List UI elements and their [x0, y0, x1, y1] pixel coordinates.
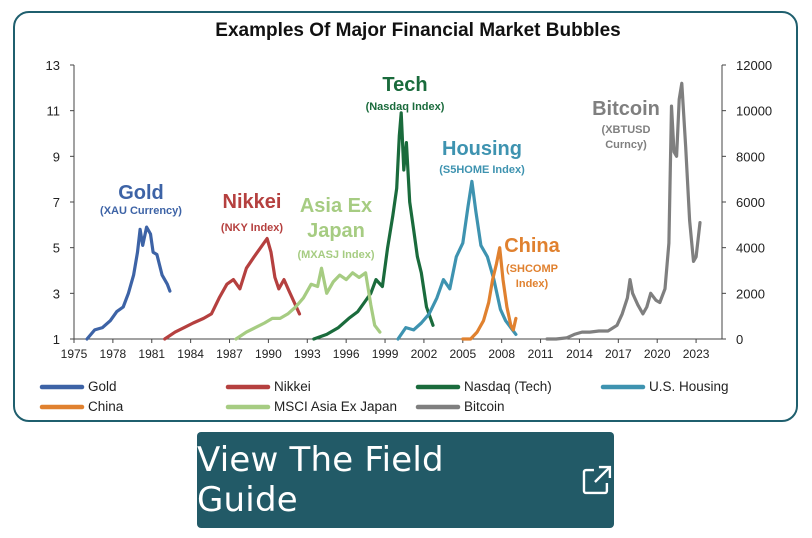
y-left-tick-label: 13 — [46, 58, 60, 73]
x-tick-label: 1990 — [255, 347, 282, 361]
series-sublabel: (Nasdaq Index) — [366, 101, 445, 113]
series-line-gold — [85, 225, 172, 341]
cta-label: View The Field Guide — [197, 440, 444, 520]
series-line-u-s-housing — [396, 179, 518, 341]
x-tick-label: 2008 — [488, 347, 515, 361]
x-tick-label: 2005 — [449, 347, 476, 361]
legend-label: China — [88, 399, 124, 414]
y-left-tick-label: 5 — [53, 241, 60, 256]
legend-label: Bitcoin — [464, 399, 505, 414]
x-tick-label: 2002 — [411, 347, 438, 361]
x-tick-label: 1996 — [333, 347, 360, 361]
series-sublabel: Curncy) — [605, 139, 647, 151]
x-tick-label: 2023 — [683, 347, 710, 361]
y-left-tick-label: 7 — [53, 195, 60, 210]
series-line-china — [461, 246, 518, 341]
series-sublabel: (XAU Currency) — [100, 205, 182, 217]
y-right-tick-label: 12000 — [736, 58, 772, 73]
x-tick-label: 1999 — [372, 347, 399, 361]
series-label: Nikkei — [223, 191, 282, 213]
y-left-tick-label: 9 — [53, 149, 60, 164]
legend-label: Gold — [88, 379, 117, 394]
series-sublabel: (S5HOME Index) — [439, 164, 525, 176]
series-line-msci-asia-ex-japan — [234, 266, 382, 341]
chart-card — [13, 11, 798, 422]
y-left-tick-label: 3 — [53, 286, 60, 301]
series-label: Gold — [118, 182, 164, 204]
series-sublabel: (SHCOMP — [506, 263, 558, 275]
x-tick-label: 2020 — [644, 347, 671, 361]
x-tick-label: 1981 — [138, 347, 165, 361]
x-tick-label: 2017 — [605, 347, 632, 361]
y-right-tick-label: 2000 — [736, 286, 765, 301]
series-sublabel: (XBTUSD — [602, 124, 651, 136]
y-right-tick-label: 8000 — [736, 149, 765, 164]
series-label: China — [504, 235, 560, 257]
legend-label: Nikkei — [274, 379, 311, 394]
legend-label: Nasdaq (Tech) — [464, 379, 552, 394]
x-tick-label: 1993 — [294, 347, 321, 361]
series-line-bitcoin — [545, 81, 702, 341]
series-sublabel: Index) — [516, 278, 549, 290]
series-label: Tech — [382, 74, 427, 96]
x-tick-label: 1975 — [61, 347, 88, 361]
series-label: Housing — [442, 138, 522, 160]
x-tick-label: 1987 — [216, 347, 243, 361]
x-tick-label: 1984 — [177, 347, 204, 361]
series-sublabel: (MXASJ Index) — [297, 249, 374, 261]
y-right-tick-label: 4000 — [736, 241, 765, 256]
y-right-tick-label: 6000 — [736, 195, 765, 210]
legend-label: U.S. Housing — [649, 379, 729, 394]
series-sublabel: (NKY Index) — [221, 222, 283, 234]
external-link-icon — [582, 465, 612, 495]
series-line-nasdaq-tech — [312, 111, 435, 341]
y-left-tick-label: 11 — [47, 104, 61, 119]
legend-label: MSCI Asia Ex Japan — [274, 399, 397, 414]
x-tick-label: 2014 — [566, 347, 593, 361]
series-label: Asia Ex — [300, 195, 372, 217]
chart-title: Examples Of Major Financial Market Bubbl… — [215, 20, 620, 41]
x-tick-label: 1978 — [100, 347, 127, 361]
series-line-nikkei — [163, 236, 302, 341]
x-tick-label: 2011 — [528, 347, 554, 361]
series-label: Japan — [307, 220, 365, 242]
bubbles-chart: Examples Of Major Financial Market Bubbl… — [39, 20, 772, 414]
y-right-tick-label: 0 — [736, 332, 743, 347]
view-field-guide-button[interactable]: View The Field Guide — [197, 432, 614, 528]
y-right-tick-label: 10000 — [736, 104, 772, 119]
series-label: Bitcoin — [592, 98, 660, 120]
y-left-tick-label: 1 — [53, 332, 60, 347]
